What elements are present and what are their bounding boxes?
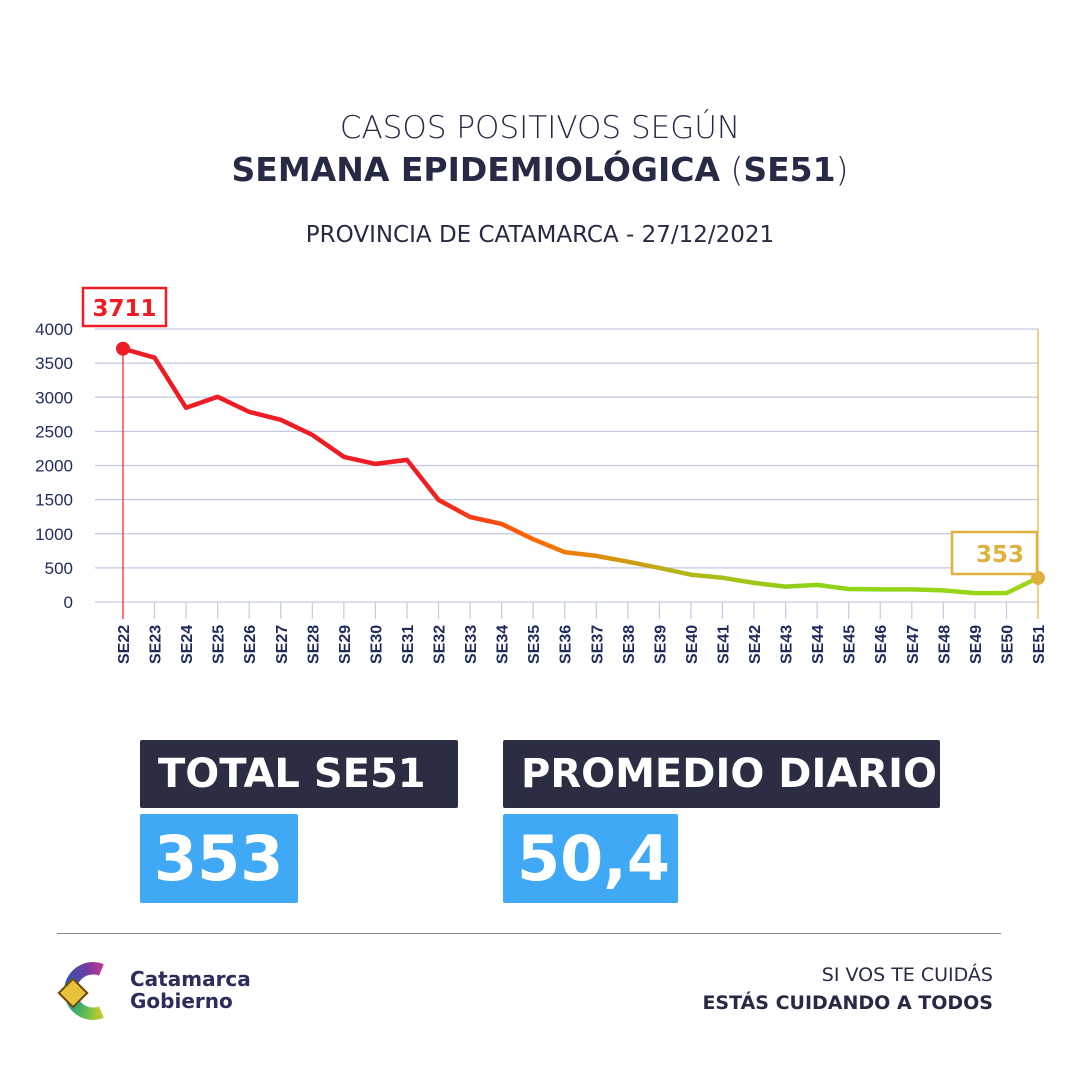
x-tick-label: SE29 — [337, 625, 354, 664]
x-tick-label: SE23 — [148, 625, 165, 664]
x-tick-label: SE51 — [1031, 625, 1048, 664]
x-tick-label: SE43 — [779, 625, 796, 664]
x-tick-label: SE39 — [652, 625, 669, 664]
slogan-line-2: ESTÁS CUIDANDO A TODOS — [702, 992, 993, 1014]
start-data-label: 3711 — [92, 296, 156, 322]
catamarca-logo-icon — [57, 962, 122, 1020]
logo-line-1: Catamarca — [130, 967, 251, 991]
x-tick-label: SE25 — [211, 625, 228, 664]
total-value: 353 — [154, 822, 284, 895]
title-line-1: CASOS POSITIVOS SEGÚN — [339, 110, 741, 146]
total-value-box: 353 — [140, 814, 298, 903]
title-paren-close: ) — [835, 150, 849, 189]
x-tick-label: SE46 — [873, 625, 890, 664]
x-tick-label: SE35 — [526, 625, 543, 664]
start-point — [116, 341, 130, 356]
avg-label-box: PROMEDIO DIARIO — [503, 740, 940, 808]
x-tick-label: SE44 — [810, 625, 827, 664]
avg-value-box: 50,4 — [503, 814, 678, 903]
y-tick-label: 3000 — [35, 388, 73, 407]
y-tick-label: 2500 — [35, 422, 73, 441]
avg-value: 50,4 — [517, 822, 670, 895]
title-bold: SEMANA EPIDEMIOLÓGICA — [231, 150, 720, 189]
slogan-line-1: SI VOS TE CUIDÁS — [821, 964, 993, 986]
avg-label: PROMEDIO DIARIO — [521, 751, 937, 797]
x-tick-label: SE38 — [621, 625, 638, 664]
title-se: SE51 — [743, 150, 836, 189]
x-tick-label: SE27 — [274, 625, 291, 664]
x-tick-label: SE26 — [242, 625, 259, 664]
x-tick-label: SE30 — [368, 625, 385, 664]
series-line — [122, 346, 1039, 596]
y-tick-label: 4000 — [35, 320, 73, 339]
divider — [57, 933, 1001, 934]
end-label-box — [950, 530, 1039, 576]
line-chart: 0 500 1000 1500 2000 2500 3000 3500 4000 SE22 SE2… — [35, 286, 1048, 664]
y-tick-label: 1000 — [35, 525, 73, 544]
y-tick-label: 1500 — [35, 491, 73, 510]
x-tick-label: SE45 — [842, 625, 859, 664]
x-tick-label: SE34 — [495, 625, 512, 664]
logo-line-2: Gobierno — [130, 989, 233, 1013]
x-tick-label: SE28 — [305, 625, 322, 664]
x-tick-label: SE48 — [936, 625, 953, 664]
x-tick-label: SE32 — [432, 625, 449, 664]
logo-text: Catamarca Gobierno — [130, 968, 251, 1012]
x-tick-label: SE42 — [747, 625, 764, 664]
y-tick-label: 3500 — [35, 354, 73, 373]
x-tick-label: SE31 — [400, 625, 417, 664]
total-label-box: TOTAL SE51 — [140, 740, 458, 808]
y-tick-label: 500 — [45, 559, 73, 578]
end-data-label: 353 — [976, 542, 1024, 568]
y-tick-label: 2000 — [35, 457, 73, 476]
x-tick-label: SE49 — [968, 625, 985, 664]
title-paren-open: ( — [720, 150, 744, 189]
title-line-2: SEMANA EPIDEMIOLÓGICA (SE51) — [0, 150, 1080, 189]
x-tick-label: SE24 — [179, 625, 196, 664]
x-tick-label: SE41 — [715, 625, 732, 664]
x-tick-label: SE36 — [558, 625, 575, 664]
x-tick-label: SE47 — [905, 625, 922, 664]
x-tick-label: SE22 — [116, 625, 133, 664]
x-tick-label: SE50 — [999, 625, 1016, 664]
subtitle: PROVINCIA DE CATAMARCA - 27/12/2021 — [305, 222, 775, 248]
x-tick-label: SE40 — [684, 625, 701, 664]
start-label-box — [81, 286, 168, 328]
y-tick-label: 0 — [64, 593, 73, 612]
x-tick-label: SE33 — [463, 625, 480, 664]
total-label: TOTAL SE51 — [158, 751, 426, 797]
x-tick-label: SE37 — [589, 625, 606, 664]
